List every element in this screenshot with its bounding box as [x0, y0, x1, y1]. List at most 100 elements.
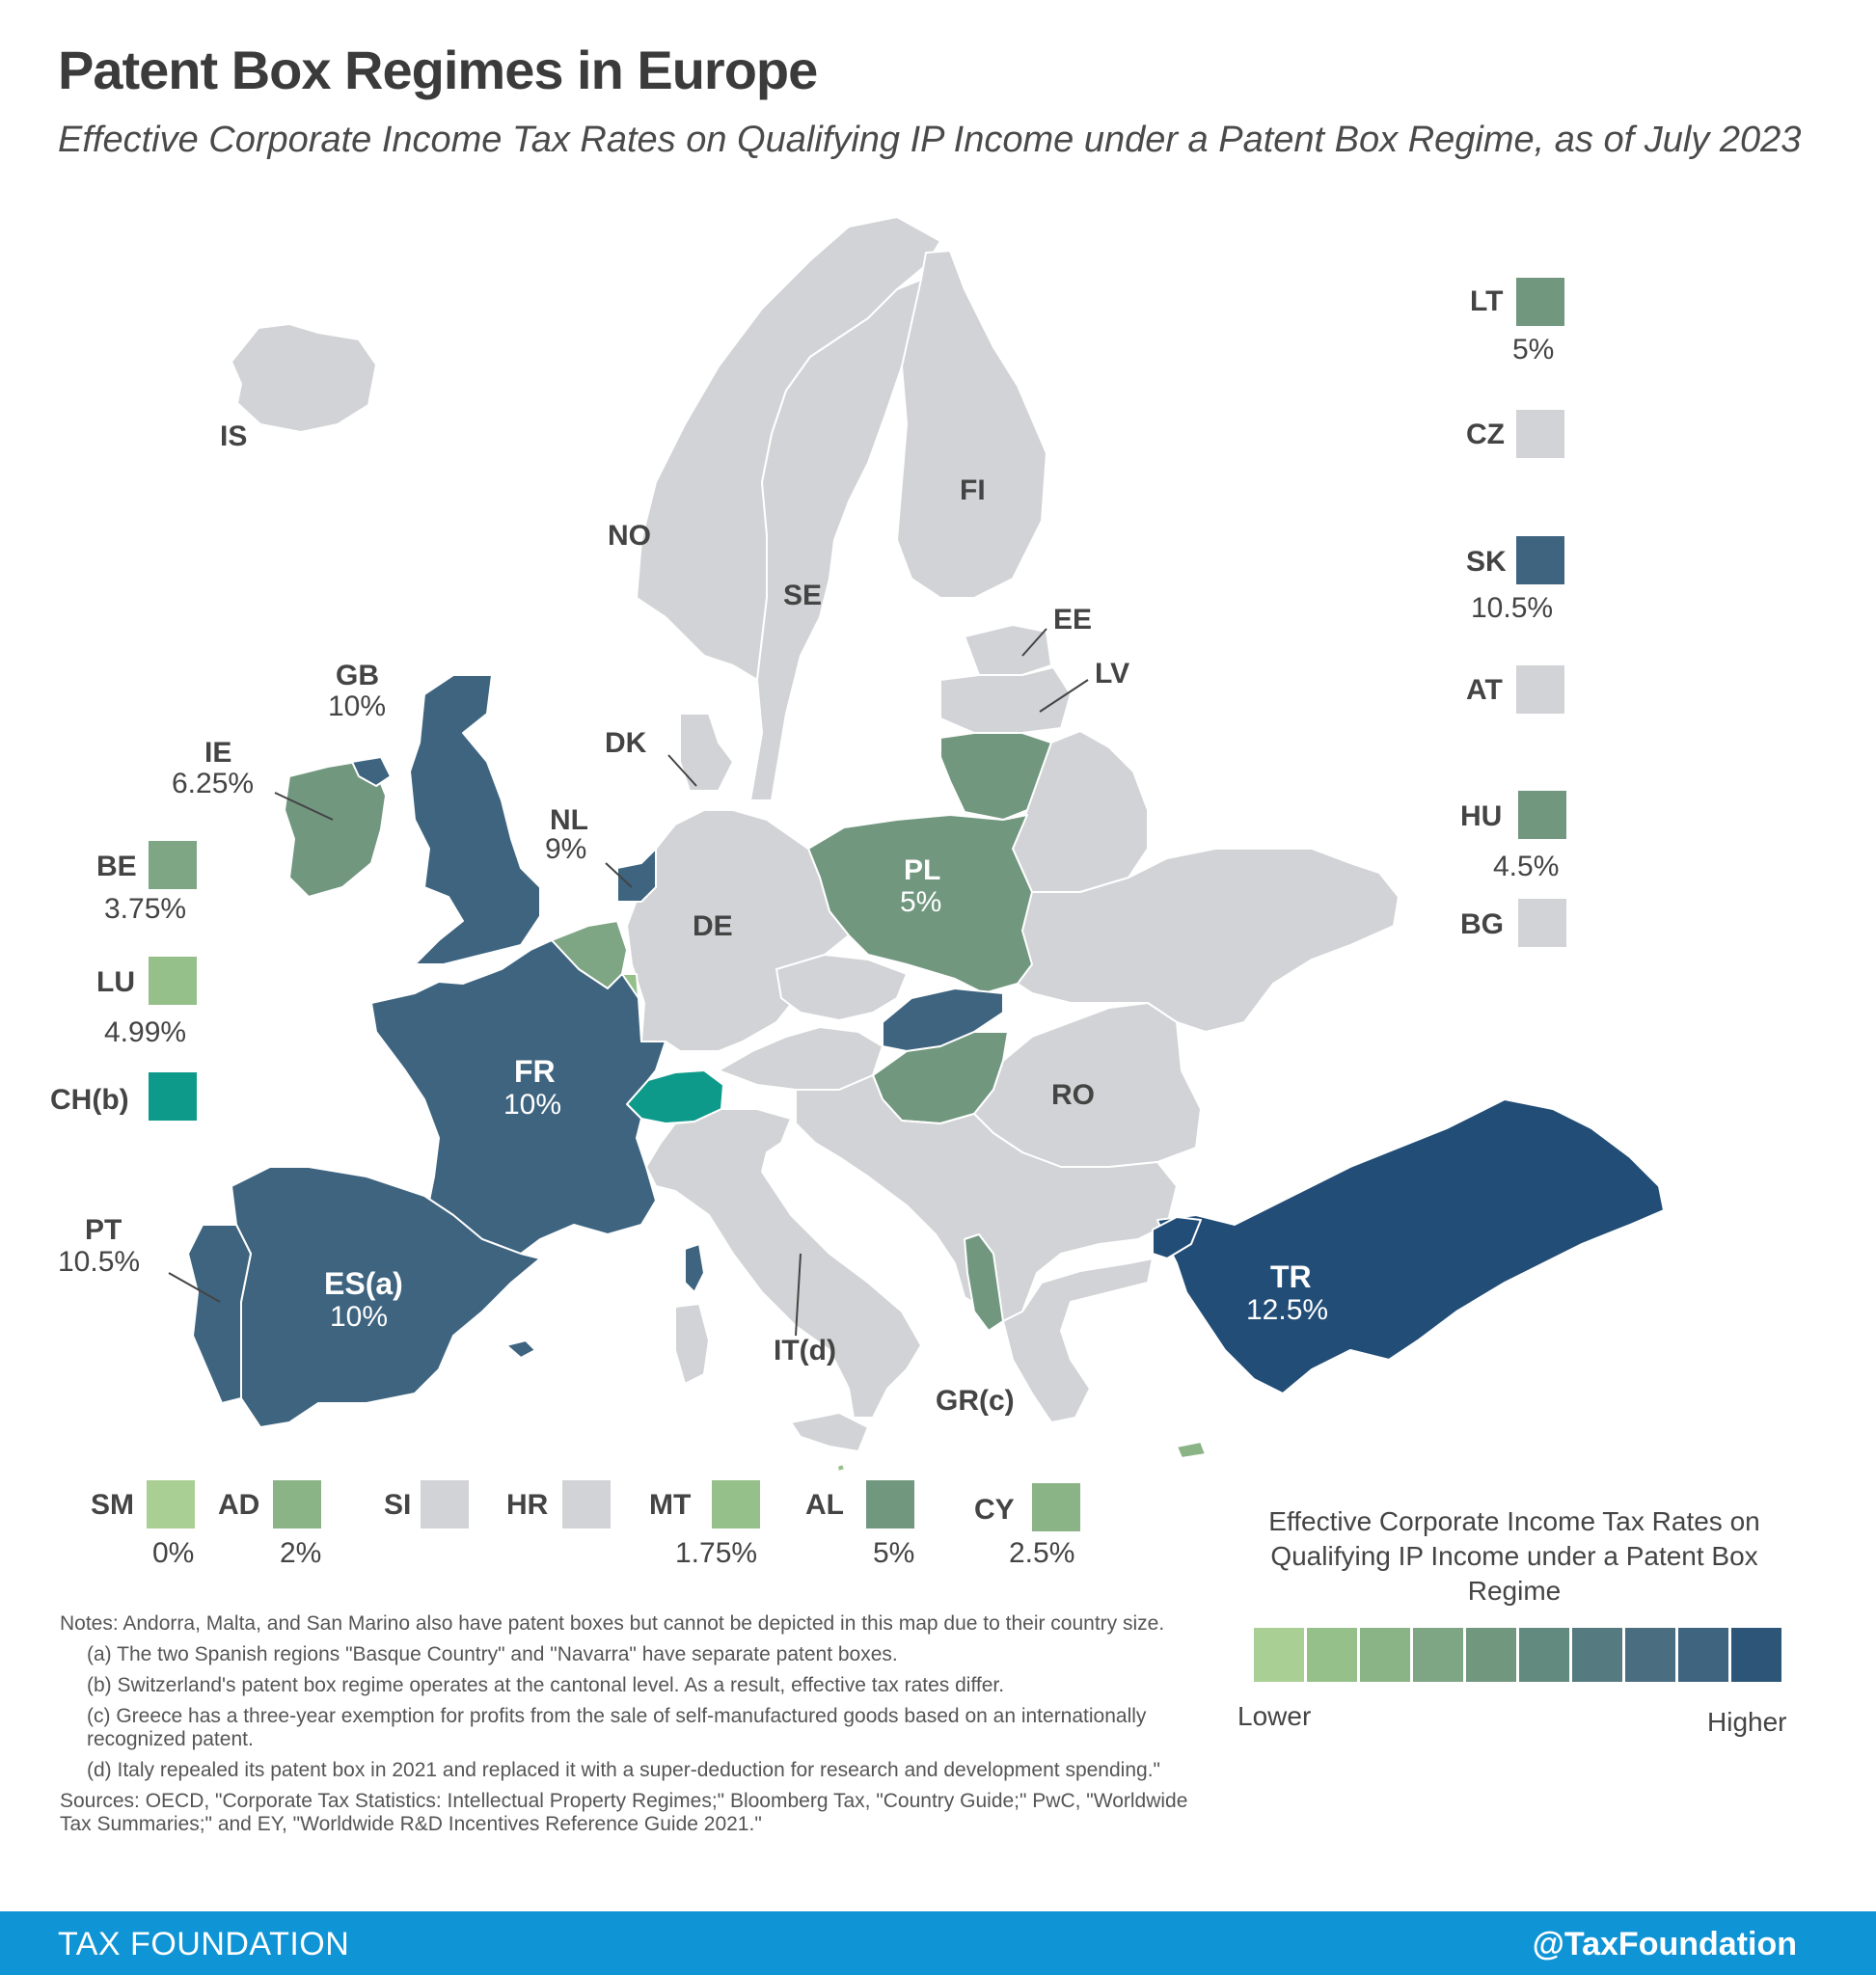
notes-section: Notes: Andorra, Malta, and San Marino al… — [60, 1612, 1188, 1844]
box-rate-sk: 10.5% — [1471, 592, 1553, 624]
map-rate-pl: 5% — [900, 886, 941, 918]
country-gb-ni — [351, 756, 392, 787]
map-label-de: DE — [693, 910, 733, 942]
map-label-is: IS — [220, 420, 247, 452]
bottom-box-group: SM 0% AD 2% SI HR MT 1.75% AL 5% CY 2.5% — [91, 1480, 1080, 1569]
box-swatch-cy — [1032, 1483, 1080, 1531]
box-rate-al: 5% — [873, 1537, 914, 1569]
legend-swatch — [1572, 1628, 1622, 1682]
box-swatch-hu — [1518, 791, 1566, 839]
box-label-mt: MT — [649, 1489, 691, 1521]
country-sk — [882, 988, 1004, 1052]
leader-lines — [168, 628, 1089, 1337]
country-cz — [775, 954, 908, 1021]
box-label-sm: SM — [91, 1489, 134, 1521]
country-tr — [1156, 1098, 1665, 1394]
box-rate-mt: 1.75% — [675, 1537, 757, 1569]
map-rate-tr: 12.5% — [1246, 1294, 1328, 1326]
map-rate-fr: 10% — [503, 1089, 561, 1121]
box-rate-ad: 2% — [280, 1537, 321, 1569]
note-d: (d) Italy repealed its patent box in 202… — [87, 1759, 1160, 1781]
map-rate-es: 10% — [330, 1301, 388, 1333]
box-rate-hu: 4.5% — [1493, 851, 1559, 882]
leader-ee — [1021, 628, 1047, 657]
country-gr — [1002, 1258, 1154, 1423]
map-label-gr: GR(c) — [936, 1385, 1015, 1417]
country-se — [749, 279, 922, 801]
box-swatch-si — [421, 1480, 469, 1529]
map-label-group: IS NO SE FI EE LV DK DE RO IT(d) GR(c) G… — [58, 420, 1328, 1417]
box-swatch-sm — [147, 1480, 195, 1529]
box-swatch-ch — [149, 1072, 197, 1121]
country-fr-corsica — [684, 1243, 705, 1293]
box-rate-lu: 4.99% — [104, 1016, 186, 1048]
note-main: Notes: Andorra, Malta, and San Marino al… — [60, 1612, 1165, 1635]
country-it-sicily — [790, 1412, 869, 1452]
legend-swatch — [1731, 1628, 1781, 1682]
map-countries — [187, 216, 1665, 1473]
box-rate-lt: 5% — [1512, 334, 1554, 365]
note-sources: Sources: OECD, "Corporate Tax Statistics… — [60, 1790, 1188, 1835]
map-label-se: SE — [783, 580, 822, 611]
leader-pt — [168, 1272, 221, 1303]
country-is — [231, 323, 377, 433]
legend-swatch — [1466, 1628, 1516, 1682]
map-label-ro: RO — [1051, 1079, 1095, 1111]
box-swatch-ad — [273, 1480, 321, 1529]
box-label-ad: AD — [218, 1489, 259, 1521]
map-label-fi: FI — [960, 474, 986, 506]
country-ua — [1002, 848, 1400, 1033]
box-swatch-be — [149, 841, 197, 889]
country-ch — [626, 1069, 724, 1124]
box-rate-cy: 2.5% — [1009, 1537, 1074, 1569]
country-at — [718, 1026, 884, 1091]
map-label-tr: TR — [1270, 1259, 1312, 1294]
box-label-at: AT — [1466, 674, 1503, 706]
map-rate-pt: 10.5% — [58, 1246, 140, 1278]
box-label-cy: CY — [974, 1494, 1015, 1526]
footer-bar: TAX FOUNDATION @TaxFoundation — [0, 1911, 1876, 1975]
country-lv — [939, 666, 1072, 734]
legend-color-scale — [1254, 1628, 1784, 1682]
box-swatch-mt — [712, 1480, 760, 1529]
legend-swatch — [1625, 1628, 1675, 1682]
box-label-bg: BG — [1460, 908, 1504, 940]
map-label-pl: PL — [904, 854, 940, 886]
note-b: (b) Switzerland's patent box regime oper… — [87, 1674, 1005, 1696]
map-label-ee: EE — [1053, 604, 1092, 636]
country-es-baleares — [505, 1339, 536, 1359]
map-label-no: NO — [608, 520, 651, 552]
map-label-gb: GB — [336, 660, 379, 691]
footer-brand[interactable]: TAX FOUNDATION — [58, 1926, 350, 1962]
box-swatch-lt — [1516, 278, 1564, 326]
legend-swatch — [1360, 1628, 1410, 1682]
legend-title: Effective Corporate Income Tax Rates on … — [1268, 1506, 1760, 1606]
box-swatch-bg — [1518, 899, 1566, 947]
leader-lv — [1039, 679, 1089, 713]
legend-swatch — [1519, 1628, 1569, 1682]
left-box-group: BE 3.75% LU 4.99% CH(b) — [50, 841, 197, 1121]
footer-handle[interactable]: @TaxFoundation — [1532, 1926, 1797, 1962]
map-label-fr: FR — [514, 1054, 556, 1089]
box-label-si: SI — [384, 1489, 411, 1521]
country-pt — [187, 1224, 252, 1404]
leader-it — [795, 1253, 802, 1337]
box-label-ch: CH(b) — [50, 1084, 129, 1116]
country-balkans — [795, 1074, 1178, 1322]
legend-swatch — [1307, 1628, 1357, 1682]
note-c: (c) Greece has a three-year exemption fo… — [87, 1705, 1147, 1750]
right-box-group: LT 5% CZ SK 10.5% AT HU 4.5% BG — [1460, 278, 1566, 947]
box-label-lu: LU — [96, 966, 135, 998]
note-a: (a) The two Spanish regions "Basque Coun… — [87, 1643, 898, 1665]
country-tr-thrace — [1152, 1216, 1202, 1259]
box-label-al: AL — [805, 1489, 844, 1521]
country-dk — [679, 713, 734, 792]
box-swatch-at — [1516, 665, 1564, 714]
country-gb — [409, 674, 541, 965]
box-label-sk: SK — [1466, 546, 1507, 578]
map-label-nl: NL — [550, 804, 588, 836]
country-it — [645, 1108, 922, 1419]
map-label-lv: LV — [1095, 658, 1129, 690]
country-nl — [616, 848, 657, 903]
